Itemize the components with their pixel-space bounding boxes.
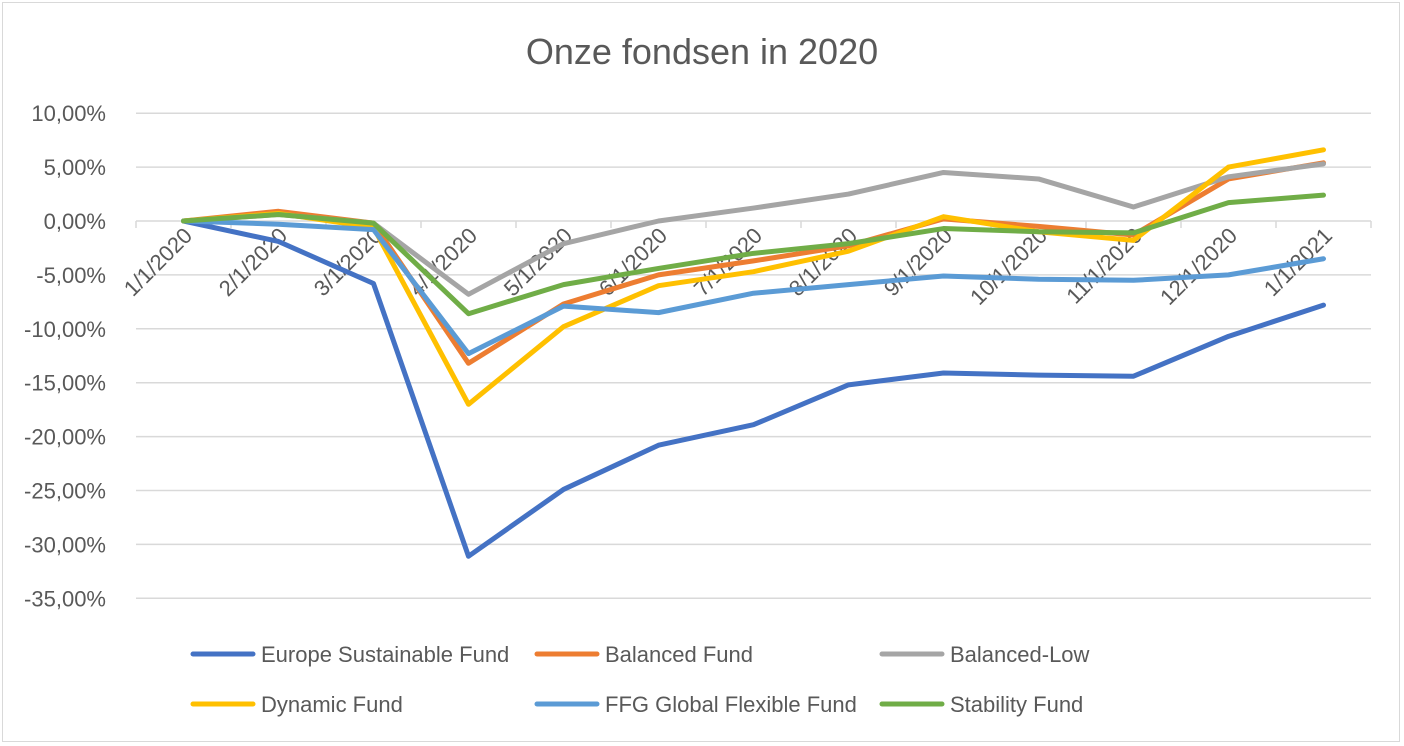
y-tick-label: -10,00% <box>24 317 106 342</box>
series-line-stability-fund <box>181 192 1326 317</box>
legend-label: Balanced Fund <box>605 642 753 667</box>
legend-label: Europe Sustainable Fund <box>261 642 509 667</box>
x-tick-label: 10/1/2020 <box>965 223 1052 310</box>
y-tick-label: 0,00% <box>44 209 106 234</box>
legend-label: Balanced-Low <box>950 642 1090 667</box>
y-axis: 10,00% 5,00% 0,00% -5,00% -10,00% -15,00% -20,… <box>24 101 106 611</box>
x-tick-label: 12/1/2020 <box>1155 223 1242 310</box>
series-line-europe-sustainable-fund <box>181 218 1326 559</box>
y-tick-label: -20,00% <box>24 425 106 450</box>
legend-label: Stability Fund <box>950 692 1083 717</box>
y-tick-label: -25,00% <box>24 479 106 504</box>
series-lines <box>181 147 1326 559</box>
y-tick-label: -30,00% <box>24 532 106 557</box>
legend: Europe Sustainable Fund Balanced Fund Bala… <box>190 642 1090 717</box>
chart-title: Onze fondsen in 2020 <box>526 31 878 72</box>
y-tick-label: -15,00% <box>24 371 106 396</box>
series-line-ffg-global-flexible-fund <box>181 218 1326 357</box>
x-tick-label: 5/1/2020 <box>499 223 577 301</box>
legend-label: Dynamic Fund <box>261 692 403 717</box>
legend-label: FFG Global Flexible Fund <box>605 692 857 717</box>
y-tick-label: -5,00% <box>36 263 106 288</box>
y-tick-label: 5,00% <box>44 155 106 180</box>
y-tick-label: -35,00% <box>24 586 106 611</box>
gridlines <box>136 112 1371 600</box>
y-tick-label: 10,00% <box>31 101 106 126</box>
x-tick-label: 1/1/2020 <box>119 223 197 301</box>
